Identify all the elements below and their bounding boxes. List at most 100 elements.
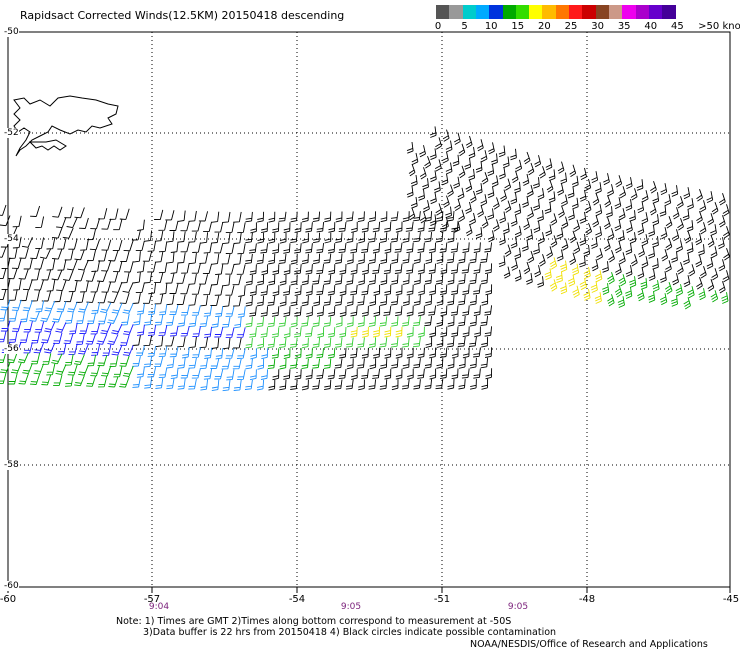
wind-barb: [236, 264, 246, 275]
wind-barb: [417, 242, 425, 254]
wind-barb: [671, 185, 679, 197]
wind-barb: [96, 271, 108, 282]
wind-barb: [35, 300, 45, 313]
wind-barb: [625, 287, 633, 299]
wind-barb: [113, 365, 123, 378]
wind-barb: [0, 320, 11, 332]
wind-barb: [458, 357, 466, 369]
wind-barb: [429, 284, 437, 296]
wind-barb: [188, 315, 197, 328]
wind-barb: [695, 233, 703, 246]
wind-barb: [504, 244, 512, 257]
wind-barb: [120, 271, 130, 284]
wind-barb: [301, 211, 309, 223]
wind-barb: [480, 357, 489, 369]
wind-barb: [323, 295, 332, 306]
wind-barb: [177, 378, 186, 390]
wind-barb: [579, 211, 587, 224]
wind-barb: [487, 208, 495, 220]
wind-barb: [706, 191, 714, 204]
wind-barb: [533, 221, 541, 233]
wind-barb: [473, 347, 481, 358]
wind-barb: [664, 194, 672, 207]
wind-barb: [261, 264, 269, 276]
wind-barb: [469, 357, 477, 369]
wind-barb: [290, 211, 298, 223]
wind-barb: [428, 242, 437, 254]
wind-barb: [618, 208, 626, 221]
colorbar-label: 45: [671, 21, 684, 32]
wind-barb: [169, 220, 179, 231]
wind-barb: [452, 154, 460, 167]
wind-barb: [402, 358, 410, 369]
wind-barb: [305, 348, 313, 359]
wind-barb: [290, 253, 298, 265]
wind-barb: [571, 263, 580, 276]
wind-barb: [557, 161, 565, 174]
wind-barb: [480, 315, 489, 327]
wind-barb: [214, 327, 224, 338]
wind-barb: [425, 295, 433, 306]
wind-barb: [458, 165, 466, 179]
wind-barb: [111, 323, 123, 335]
wind-barb: [595, 226, 602, 239]
wind-barb: [395, 305, 403, 317]
wind-barb: [200, 295, 209, 307]
wind-barb: [461, 263, 470, 274]
wind-barb: [699, 222, 707, 235]
wind-barb: [122, 303, 134, 314]
colorbar-swatch: [462, 5, 477, 19]
wind-barb: [249, 285, 257, 297]
wind-barb: [514, 269, 522, 282]
time-label-1: 9:04: [148, 602, 170, 612]
wind-barb: [158, 220, 168, 231]
wind-barb: [199, 316, 209, 328]
wind-barb: [222, 337, 231, 350]
wind-barb: [176, 294, 186, 305]
wind-barb: [429, 368, 437, 380]
wind-barb: [278, 253, 287, 264]
wind-barb: [711, 268, 719, 281]
wind-barb: [424, 358, 433, 369]
wind-barb: [233, 253, 242, 265]
wind-barb: [7, 352, 18, 364]
wind-barb: [283, 327, 291, 339]
wind-barb: [279, 379, 287, 391]
wind-barb: [474, 326, 481, 338]
lat-label-54s: -54: [4, 234, 19, 244]
wind-barb: [457, 187, 465, 200]
wind-barb: [468, 336, 477, 347]
wind-barb: [687, 286, 695, 299]
wind-barb: [499, 233, 506, 246]
wind-barb: [523, 151, 531, 165]
wind-barb: [723, 248, 730, 261]
wind-barb: [136, 261, 145, 273]
wind-barb: [379, 316, 388, 327]
wind-barb: [305, 222, 313, 233]
wind-barb: [119, 334, 130, 346]
wind-barb: [402, 337, 410, 348]
wind-barb: [294, 306, 302, 317]
wind-barb: [442, 151, 449, 164]
wind-barb: [19, 289, 29, 302]
wind-barb: [514, 181, 521, 194]
wind-barb: [30, 352, 41, 365]
wind-barb: [181, 263, 190, 274]
wind-barb: [660, 293, 668, 306]
wind-barb: [301, 316, 309, 327]
wind-barb: [57, 238, 67, 250]
colorbar-swatch: [502, 5, 517, 19]
lat-label-50s: -50: [4, 27, 19, 37]
wind-barb: [327, 348, 336, 359]
wind-barb: [68, 343, 78, 355]
wind-barb: [323, 274, 332, 285]
wind-barb: [395, 368, 403, 380]
wind-barb: [546, 180, 554, 193]
wind-barb: [135, 240, 145, 251]
wind-barb: [391, 274, 399, 285]
wind-barb: [135, 345, 145, 357]
wind-barb: [0, 330, 7, 343]
wind-barb: [526, 184, 534, 198]
wind-barb: [158, 325, 168, 336]
wind-barb: [683, 297, 691, 310]
